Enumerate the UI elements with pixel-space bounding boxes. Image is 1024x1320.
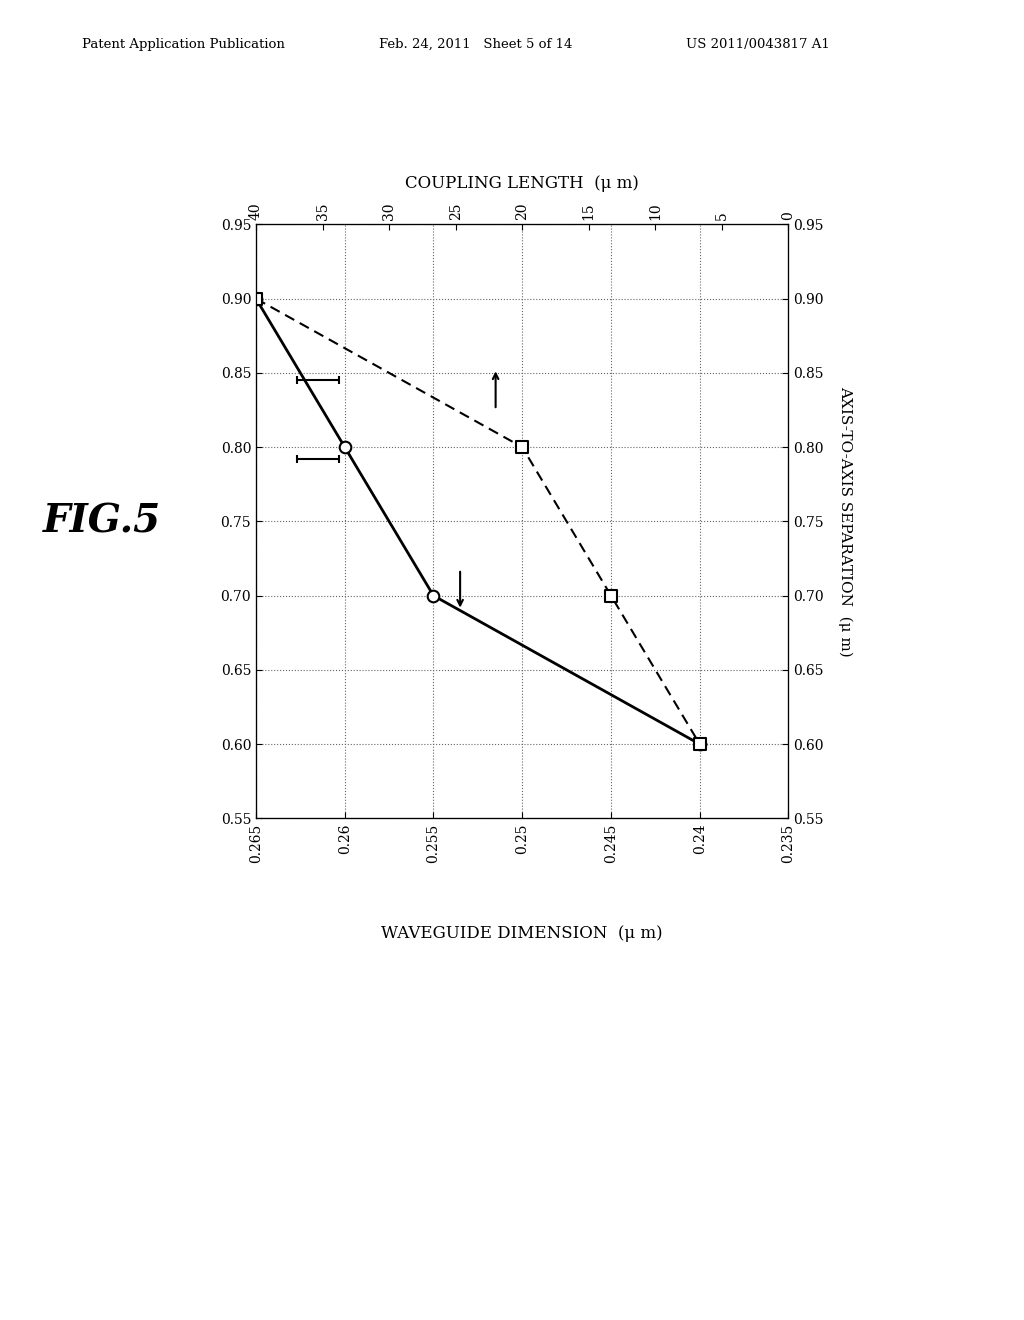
Text: US 2011/0043817 A1: US 2011/0043817 A1 xyxy=(686,37,829,50)
Point xyxy=(514,437,530,458)
Text: Patent Application Publication: Patent Application Publication xyxy=(82,37,285,50)
Point xyxy=(248,288,264,309)
Text: FIG.5: FIG.5 xyxy=(43,503,162,540)
Point xyxy=(248,288,264,309)
Point xyxy=(691,734,708,755)
Text: Feb. 24, 2011   Sheet 5 of 14: Feb. 24, 2011 Sheet 5 of 14 xyxy=(379,37,572,50)
Point xyxy=(691,734,708,755)
Point xyxy=(603,585,620,606)
X-axis label: WAVEGUIDE DIMENSION  (μ m): WAVEGUIDE DIMENSION (μ m) xyxy=(381,925,664,942)
Y-axis label: AXIS-TO-AXIS SEPARATION  (μ m): AXIS-TO-AXIS SEPARATION (μ m) xyxy=(838,385,852,657)
Point xyxy=(337,437,353,458)
X-axis label: COUPLING LENGTH  (μ m): COUPLING LENGTH (μ m) xyxy=(406,176,639,191)
Point xyxy=(425,585,441,606)
